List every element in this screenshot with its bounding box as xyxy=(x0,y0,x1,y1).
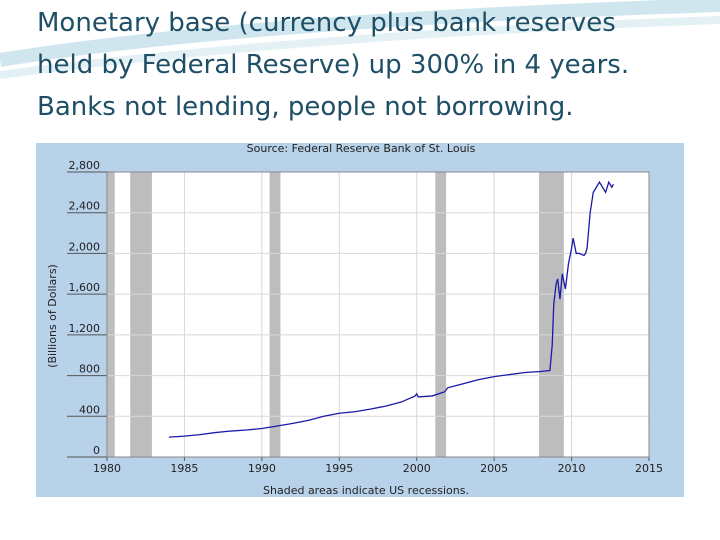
x-tick-label: 1980 xyxy=(93,462,121,475)
x-tick-label: 2015 xyxy=(635,462,663,475)
y-tick-label: 2,800 xyxy=(69,159,101,172)
y-tick-label: 2,000 xyxy=(69,240,101,253)
recession-band xyxy=(539,172,564,457)
title-line: Banks not lending, people not borrowing. xyxy=(37,92,574,122)
decor-swoosh xyxy=(0,0,720,67)
recession-band xyxy=(269,172,281,457)
decor-swoosh xyxy=(0,16,720,79)
plot-area xyxy=(107,172,649,457)
y-tick-label: 1,600 xyxy=(69,281,101,294)
chart-note: Shaded areas indicate US recessions. xyxy=(263,484,469,497)
y-axis-label: (Billions of Dollars) xyxy=(46,264,59,368)
recession-band xyxy=(130,172,152,457)
slide-title: Monetary base (currency plus bank reserv… xyxy=(37,2,629,128)
y-tick-label: 1,200 xyxy=(69,322,101,335)
title-line: held by Federal Reserve) up 300% in 4 ye… xyxy=(37,50,630,80)
x-tick-label: 1990 xyxy=(248,462,276,475)
title-line: Monetary base (currency plus bank reserv… xyxy=(37,8,616,38)
x-tick-label: 1985 xyxy=(170,462,198,475)
y-tick-label: 400 xyxy=(79,403,100,416)
chart-source: Source: Federal Reserve Bank of St. Loui… xyxy=(247,142,476,155)
y-tick-label: 0 xyxy=(93,444,100,457)
y-tick-label: 800 xyxy=(79,363,100,376)
data-line xyxy=(168,180,614,438)
x-tick-label: 2005 xyxy=(480,462,508,475)
recession-band xyxy=(107,172,115,457)
x-tick-label: 1995 xyxy=(325,462,353,475)
plot-frame xyxy=(106,171,650,458)
recession-band xyxy=(435,172,447,457)
x-tick-label: 2010 xyxy=(558,462,586,475)
x-tick-label: 2000 xyxy=(403,462,431,475)
y-tick-label: 2,400 xyxy=(69,200,101,213)
